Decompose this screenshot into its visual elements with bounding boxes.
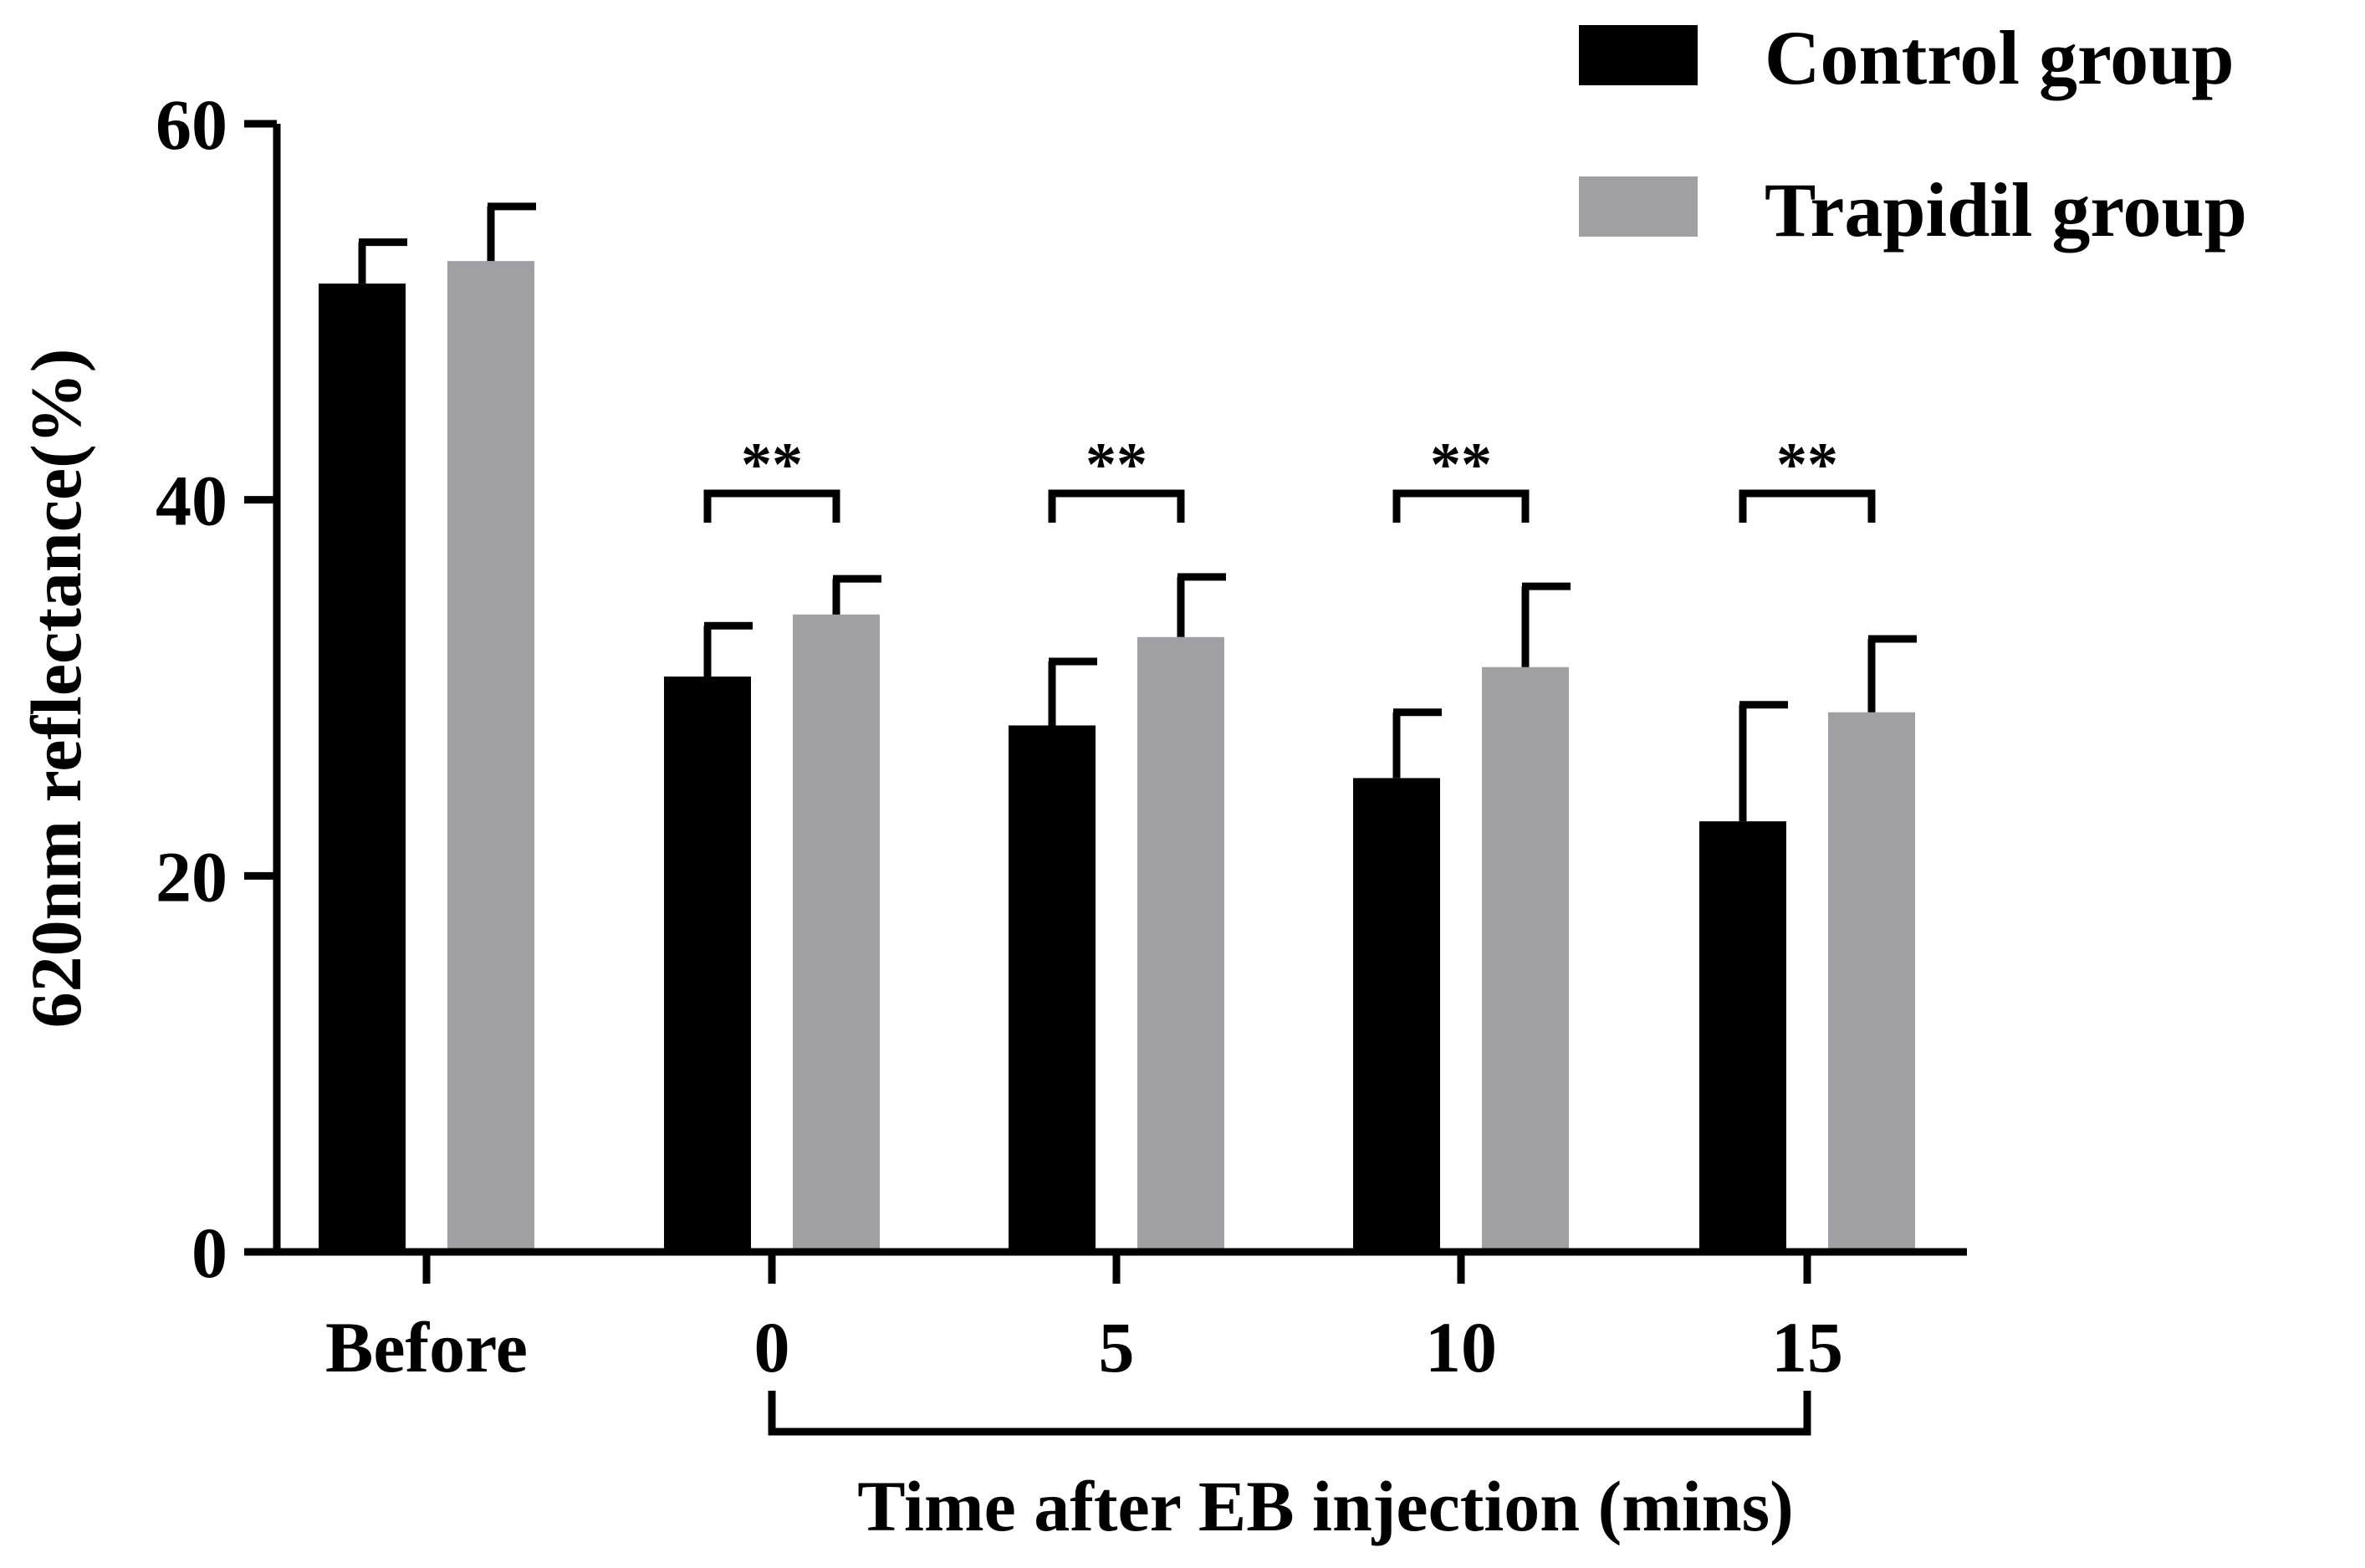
error-bars-layer bbox=[358, 202, 1917, 822]
time-bracket bbox=[768, 1391, 1811, 1436]
y-ticks: 0 20 40 60 bbox=[156, 84, 277, 1293]
bar-1-0 bbox=[793, 614, 880, 1252]
bar-0-5 bbox=[1009, 725, 1096, 1252]
sig-label-5: ** bbox=[1085, 431, 1147, 499]
x-tick-label-0: 0 bbox=[754, 1307, 790, 1387]
x-tick-label-10: 10 bbox=[1425, 1307, 1497, 1387]
legend-swatch-control bbox=[1579, 25, 1698, 85]
y-tick-label-60: 60 bbox=[156, 84, 227, 165]
x-axis-label: Time after EB injection (mins) bbox=[857, 1466, 1793, 1546]
legend-label-control: Control group bbox=[1765, 15, 2234, 100]
x-tick-label-Before: Before bbox=[325, 1307, 528, 1387]
x-ticks: Before 0 5 10 15 bbox=[325, 1252, 1843, 1387]
y-axis-label: 620nm reflectance(%) bbox=[16, 349, 96, 1029]
legend: Control group Trapidil group bbox=[1579, 15, 2247, 253]
y-tick-label-0: 0 bbox=[192, 1213, 227, 1293]
bar-0-10 bbox=[1353, 778, 1440, 1252]
time-bracket-line bbox=[768, 1391, 1811, 1436]
bar-0-0 bbox=[664, 677, 751, 1252]
sig-bracket-0 bbox=[703, 489, 840, 523]
bar-1-Before bbox=[447, 261, 534, 1253]
sig-label-15: ** bbox=[1776, 431, 1838, 499]
bar-1-5 bbox=[1137, 636, 1224, 1252]
bar-1-15 bbox=[1828, 712, 1915, 1252]
bar-1-10 bbox=[1482, 667, 1569, 1252]
y-tick-label-40: 40 bbox=[156, 461, 227, 541]
legend-label-trapidil: Trapidil group bbox=[1765, 167, 2247, 253]
bars-layer bbox=[319, 261, 1915, 1253]
sig-bracket-15 bbox=[1739, 489, 1876, 523]
bar-0-Before bbox=[319, 283, 406, 1252]
x-tick-label-15: 15 bbox=[1771, 1307, 1843, 1387]
bar-0-15 bbox=[1699, 821, 1786, 1252]
sig-label-0: ** bbox=[741, 431, 803, 499]
legend-swatch-trapidil bbox=[1579, 176, 1698, 237]
sig-label-10: ** bbox=[1430, 431, 1492, 499]
significance-markers: ** ** ** ** bbox=[703, 431, 1876, 523]
sig-bracket-5 bbox=[1048, 489, 1185, 523]
sig-bracket-10 bbox=[1392, 489, 1530, 523]
x-tick-label-5: 5 bbox=[1099, 1307, 1135, 1387]
y-tick-label-20: 20 bbox=[156, 836, 227, 917]
